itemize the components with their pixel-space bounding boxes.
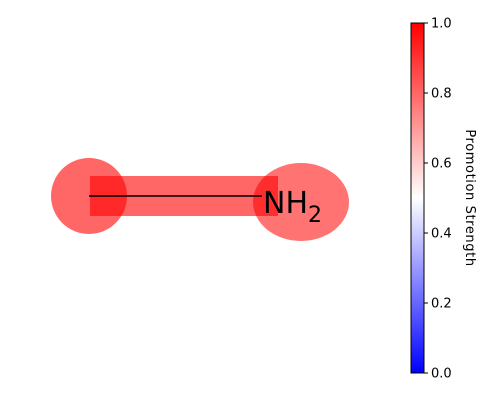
atom-label-n1: NH2 xyxy=(263,186,322,228)
colorbar-tick-label: 0.2 xyxy=(431,297,452,312)
colorbar-gradient xyxy=(410,22,425,374)
colorbar-tick-label: 1.0 xyxy=(431,17,452,32)
colorbar-tick-label: 0.6 xyxy=(431,157,452,172)
colorbar-tick-label: 0.8 xyxy=(431,87,452,102)
molecule: NH2 xyxy=(51,158,349,241)
colorbar: 0.0 0.2 0.4 0.6 0.8 1.0 Promotion Strength xyxy=(410,17,477,382)
colorbar-ticks: 0.0 0.2 0.4 0.6 0.8 1.0 xyxy=(424,17,452,382)
colorbar-tick-label: 0.0 xyxy=(431,367,452,382)
colorbar-tick-label: 0.4 xyxy=(431,227,452,242)
colorbar-label: Promotion Strength xyxy=(462,129,477,266)
